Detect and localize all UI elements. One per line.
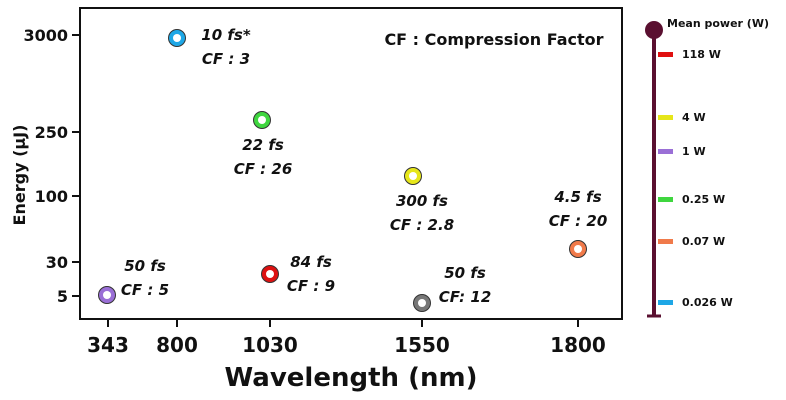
pulse-duration-label: 22 fs <box>242 136 284 154</box>
colorbar-swatch <box>658 197 673 202</box>
colorbar-label: 1 W <box>682 145 706 158</box>
y-axis-label: Energy (µJ) <box>10 125 29 226</box>
colorbar: Mean power (W) 118 W 4 W 1 W 0.25 W 0.07 W 0.… <box>645 17 769 318</box>
data-point <box>413 294 431 312</box>
compression-factor-note: CF : Compression Factor <box>384 30 603 49</box>
data-point <box>168 29 186 47</box>
data-point-center <box>266 270 274 278</box>
colorbar-label: 0.25 W <box>682 193 725 206</box>
plot-frame <box>79 7 623 320</box>
colorbar-entries: 118 W 4 W 1 W 0.25 W 0.07 W 0.026 W <box>658 48 733 309</box>
pulse-duration-label: 84 fs <box>290 253 332 271</box>
point-annotations: 50 fs CF : 5 10 fs* CF : 3 22 fs CF : 26 84 fs… <box>121 26 607 306</box>
data-point-center <box>258 116 266 124</box>
pulse-duration-label: 4.5 fs <box>553 188 601 206</box>
colorbar-swatch <box>658 115 673 120</box>
x-tick-label: 1800 <box>550 333 606 357</box>
y-tick-label: 30 <box>46 253 68 272</box>
y-tick-label: 3000 <box>23 26 68 45</box>
colorbar-top-knob <box>645 21 663 39</box>
x-axis-label: Wavelength (nm) <box>225 363 478 393</box>
data-points <box>98 29 587 312</box>
y-tick-label: 250 <box>35 123 68 142</box>
pulse-duration-label: 10 fs* <box>201 26 251 44</box>
x-tick-label: 1550 <box>394 333 450 357</box>
colorbar-label: 0.07 W <box>682 235 725 248</box>
pulse-duration-label: 300 fs <box>396 192 448 210</box>
compression-factor-label: CF : 9 <box>287 277 335 295</box>
compression-factor-label: CF : 3 <box>202 50 250 68</box>
colorbar-swatch <box>658 149 673 154</box>
pulse-duration-label: 50 fs <box>124 257 166 275</box>
colorbar-swatch <box>658 239 673 244</box>
x-tick-label: 800 <box>156 333 198 357</box>
data-point <box>98 286 116 304</box>
x-axis-ticks: 343 800 1030 1550 1800 <box>87 319 606 357</box>
data-point <box>569 240 587 258</box>
data-point <box>253 111 271 129</box>
y-tick-label: 5 <box>57 287 68 306</box>
y-tick-label: 100 <box>35 187 68 206</box>
compression-factor-label: CF: 12 <box>439 288 492 306</box>
colorbar-swatch <box>658 300 673 305</box>
colorbar-swatch <box>658 52 673 57</box>
colorbar-title: Mean power (W) <box>667 17 769 30</box>
data-point-center <box>409 172 417 180</box>
compression-factor-label: CF : 26 <box>234 160 293 178</box>
data-point-center <box>103 291 111 299</box>
colorbar-label: 118 W <box>682 48 721 61</box>
x-tick-label: 1030 <box>242 333 298 357</box>
y-axis-ticks: 5 30 100 250 3000 <box>23 26 80 306</box>
compression-factor-label: CF : 5 <box>121 281 169 299</box>
data-point-center <box>418 299 426 307</box>
data-point <box>261 265 279 283</box>
compression-factor-label: CF : 2.8 <box>390 216 454 234</box>
data-point-center <box>173 34 181 42</box>
pulse-duration-label: 50 fs <box>444 264 486 282</box>
colorbar-label: 4 W <box>682 111 706 124</box>
data-point <box>404 167 422 185</box>
data-point-center <box>574 245 582 253</box>
colorbar-label: 0.026 W <box>682 296 733 309</box>
x-tick-label: 343 <box>87 333 129 357</box>
compression-factor-label: CF : 20 <box>549 212 608 230</box>
